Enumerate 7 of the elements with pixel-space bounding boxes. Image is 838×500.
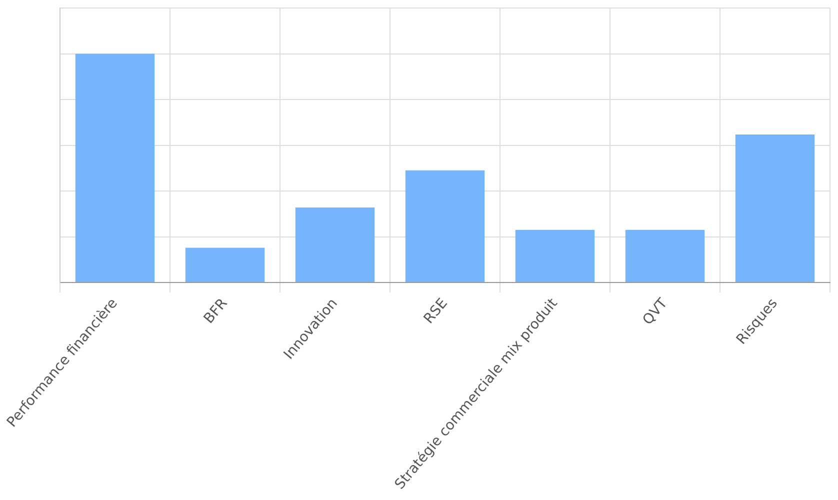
bar xyxy=(735,134,815,282)
bar xyxy=(515,230,595,282)
bar xyxy=(405,170,485,282)
bar xyxy=(185,248,265,282)
bar xyxy=(625,230,705,282)
bar xyxy=(295,207,375,282)
bar xyxy=(75,54,155,282)
